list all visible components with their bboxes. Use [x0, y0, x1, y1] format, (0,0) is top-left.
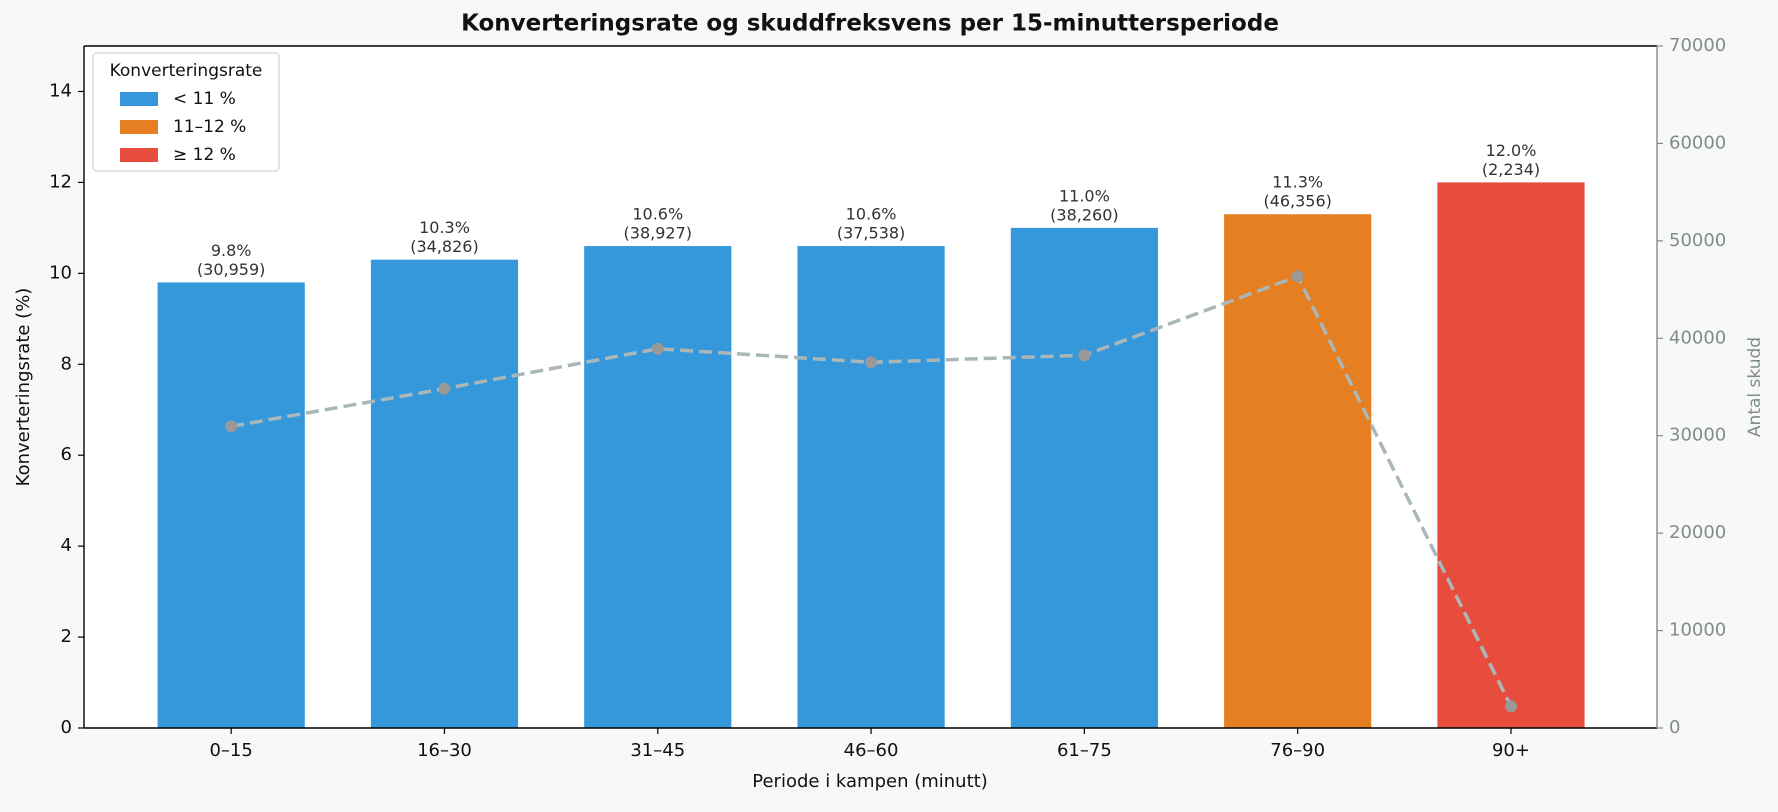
bar-value-label: 11.3% — [1272, 173, 1323, 192]
y2-tick-label: 30000 — [1669, 425, 1726, 446]
legend-label: < 11 % — [173, 89, 236, 109]
y2-axis-label: Antal skudd — [1745, 337, 1765, 437]
y2-tick-label: 0 — [1669, 717, 1680, 738]
bar — [1010, 227, 1158, 728]
x-tick-label: 31–45 — [630, 740, 685, 761]
x-tick-label: 76–90 — [1270, 740, 1325, 761]
shot-count-label: (38,260) — [1050, 205, 1118, 224]
shots-marker — [651, 342, 664, 355]
legend-label: 11–12 % — [173, 117, 246, 137]
legend-label: ≥ 12 % — [173, 145, 236, 165]
shot-count-label: (38,927) — [624, 224, 692, 243]
y-tick-label: 8 — [61, 353, 72, 374]
bar-value-label: 9.8% — [211, 241, 252, 260]
y-tick-label: 4 — [61, 535, 72, 556]
legend-title: Konverteringsrate — [110, 61, 263, 81]
y2-tick-label: 10000 — [1669, 620, 1726, 641]
shots-marker — [225, 420, 238, 433]
y-tick-label: 14 — [49, 80, 72, 101]
bar — [157, 282, 305, 728]
x-tick-label: 61–75 — [1057, 740, 1112, 761]
bar-value-label: 10.6% — [846, 205, 897, 224]
y-tick-label: 6 — [61, 444, 72, 465]
shots-marker — [1078, 349, 1091, 362]
legend-swatch — [120, 148, 158, 162]
shots-marker — [865, 356, 878, 369]
x-tick-label: 46–60 — [844, 740, 899, 761]
y-tick-label: 0 — [61, 717, 72, 738]
bar — [584, 246, 732, 728]
legend-box — [92, 52, 280, 172]
y-tick-label: 2 — [61, 626, 72, 647]
y-tick-label: 12 — [49, 171, 72, 192]
shot-count-label: (34,826) — [410, 237, 478, 256]
shot-count-label: (46,356) — [1263, 192, 1331, 211]
legend-swatch — [120, 120, 158, 134]
y-tick-label: 10 — [49, 262, 72, 283]
bar-value-label: 12.0% — [1486, 141, 1537, 160]
y-axis-label: Konverteringsrate (%) — [13, 288, 34, 487]
y2-tick-label: 70000 — [1669, 35, 1726, 56]
shots-marker — [438, 382, 451, 395]
y2-tick-label: 60000 — [1669, 132, 1726, 153]
bar-value-label: 11.0% — [1059, 186, 1110, 205]
shots-marker — [1504, 700, 1517, 713]
shots-marker — [1291, 270, 1304, 283]
x-tick-label: 90+ — [1492, 740, 1530, 761]
y2-tick-label: 50000 — [1669, 230, 1726, 251]
x-axis-label: Periode i kampen (minutt) — [752, 771, 987, 792]
y2-tick-label: 20000 — [1669, 522, 1726, 543]
x-tick-label: 0–15 — [209, 740, 252, 761]
chart-title: Konverteringsrate og skuddfreksvens per … — [461, 11, 1279, 37]
bar — [1437, 182, 1585, 728]
bar-value-label: 10.3% — [419, 218, 470, 237]
bar — [1224, 214, 1372, 728]
shot-count-label: (37,538) — [837, 224, 905, 243]
legend-swatch — [120, 92, 158, 106]
bar — [370, 259, 519, 728]
shot-count-label: (30,959) — [197, 260, 265, 279]
shot-count-label: (2,234) — [1482, 160, 1540, 179]
x-tick-label: 16–30 — [417, 740, 472, 761]
bar-value-label: 10.6% — [632, 205, 683, 224]
bar — [797, 246, 945, 728]
y2-tick-label: 40000 — [1669, 327, 1726, 348]
